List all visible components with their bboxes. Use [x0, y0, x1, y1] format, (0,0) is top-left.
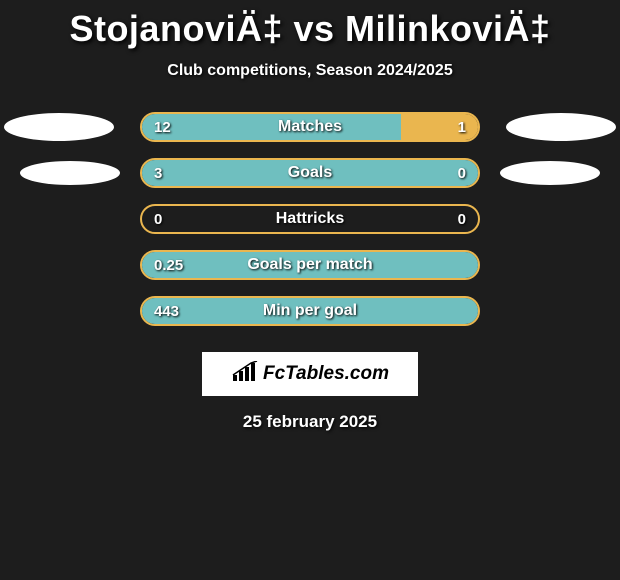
stat-label: Min per goal — [142, 298, 478, 324]
bars-icon — [231, 361, 259, 388]
page-title: StojanoviÄ‡ vs MilinkoviÄ‡ — [0, 0, 620, 50]
stat-row: 443Min per goal — [0, 294, 620, 328]
stat-label: Goals — [142, 160, 478, 186]
logo-box: FcTables.com — [202, 352, 418, 396]
player2-marker — [500, 161, 600, 185]
stat-bar: 00Hattricks — [140, 204, 480, 234]
stat-row: 121Matches — [0, 110, 620, 144]
stat-label: Matches — [142, 114, 478, 140]
stat-bar: 443Min per goal — [140, 296, 480, 326]
stat-label: Hattricks — [142, 206, 478, 232]
player2-marker — [506, 113, 616, 141]
stat-row: 30Goals — [0, 156, 620, 190]
stats-rows: 121Matches 30Goals 00Hattricks 0.25Goals pe… — [0, 110, 620, 328]
generated-date: 25 february 2025 — [0, 412, 620, 432]
stat-row: 00Hattricks — [0, 202, 620, 236]
player1-marker — [20, 161, 120, 185]
stat-row: 0.25Goals per match — [0, 248, 620, 282]
stat-label: Goals per match — [142, 252, 478, 278]
stat-bar: 121Matches — [140, 112, 480, 142]
stat-bar: 30Goals — [140, 158, 480, 188]
logo-text: FcTables.com — [263, 363, 389, 385]
page-subtitle: Club competitions, Season 2024/2025 — [0, 62, 620, 80]
player1-marker — [4, 113, 114, 141]
stat-bar: 0.25Goals per match — [140, 250, 480, 280]
